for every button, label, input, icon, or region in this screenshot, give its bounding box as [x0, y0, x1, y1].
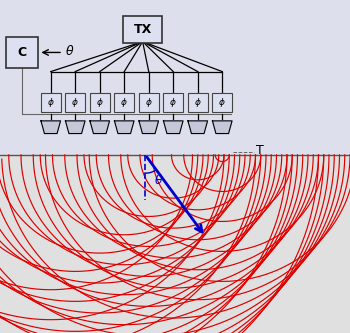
Text: $\theta$: $\theta$: [154, 173, 163, 187]
Text: $\phi$: $\phi$: [218, 96, 226, 109]
FancyBboxPatch shape: [65, 93, 85, 112]
FancyBboxPatch shape: [212, 93, 232, 112]
Polygon shape: [139, 121, 159, 134]
FancyBboxPatch shape: [163, 93, 183, 112]
FancyBboxPatch shape: [114, 93, 134, 112]
Polygon shape: [90, 121, 110, 134]
Polygon shape: [114, 121, 134, 134]
FancyBboxPatch shape: [6, 37, 38, 68]
Text: $\theta$: $\theta$: [65, 44, 74, 58]
Bar: [0, 0, 350, 155]
Polygon shape: [41, 121, 61, 134]
Text: $\phi$: $\phi$: [120, 96, 128, 109]
Text: $\phi$: $\phi$: [71, 96, 79, 109]
Text: TX: TX: [133, 23, 152, 36]
Text: $\phi$: $\phi$: [194, 96, 202, 109]
Text: $\phi$: $\phi$: [169, 96, 177, 109]
FancyBboxPatch shape: [123, 16, 162, 43]
Polygon shape: [163, 121, 183, 134]
Polygon shape: [65, 121, 85, 134]
Bar: [0, 155, 350, 333]
FancyBboxPatch shape: [90, 93, 110, 112]
Text: $\phi$: $\phi$: [145, 96, 153, 109]
FancyBboxPatch shape: [139, 93, 159, 112]
Polygon shape: [188, 121, 208, 134]
Polygon shape: [212, 121, 232, 134]
Text: $\phi$: $\phi$: [47, 96, 55, 109]
Text: T: T: [256, 144, 263, 157]
FancyBboxPatch shape: [41, 93, 61, 112]
FancyBboxPatch shape: [188, 93, 208, 112]
Text: C: C: [17, 46, 27, 59]
Text: $\phi$: $\phi$: [96, 96, 104, 109]
